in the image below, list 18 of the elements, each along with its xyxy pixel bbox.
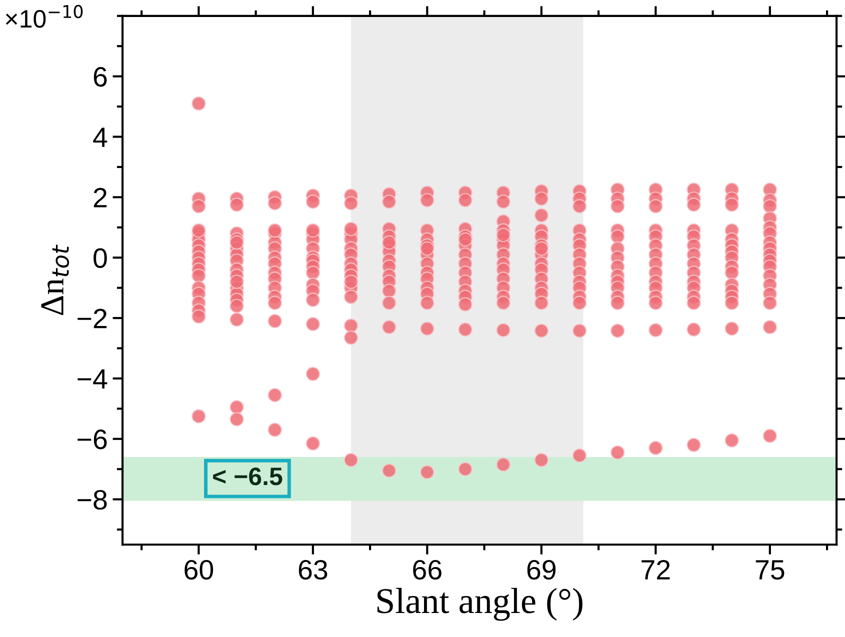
y-tick-label: 6 bbox=[94, 67, 107, 87]
x-tick-label: 66 bbox=[413, 560, 442, 580]
y-tick-label: −2 bbox=[78, 308, 107, 328]
y-tick-label: 4 bbox=[93, 128, 108, 147]
text: ×10$^{−10}$ bbox=[6, 4, 83, 28]
y-tick-label: 0 bbox=[94, 248, 107, 268]
x-tick-label: 60 bbox=[184, 560, 214, 580]
x-axis-title: Slant angle (°) bbox=[377, 588, 582, 621]
annotation: < −6.5 bbox=[213, 468, 282, 486]
x-tick-label: 69 bbox=[527, 560, 556, 580]
y-tick-label: 2 bbox=[94, 188, 107, 208]
x-tick-label: 63 bbox=[298, 560, 328, 580]
y-axis-title: Δn$_{tot}$ bbox=[41, 244, 70, 316]
y-tick-label: −4 bbox=[78, 369, 108, 389]
y-tick-label: −8 bbox=[78, 490, 107, 510]
x-tick-label: 75 bbox=[756, 560, 784, 580]
y-tick-label: −6 bbox=[78, 430, 107, 450]
x-tick-label: 72 bbox=[642, 560, 670, 580]
